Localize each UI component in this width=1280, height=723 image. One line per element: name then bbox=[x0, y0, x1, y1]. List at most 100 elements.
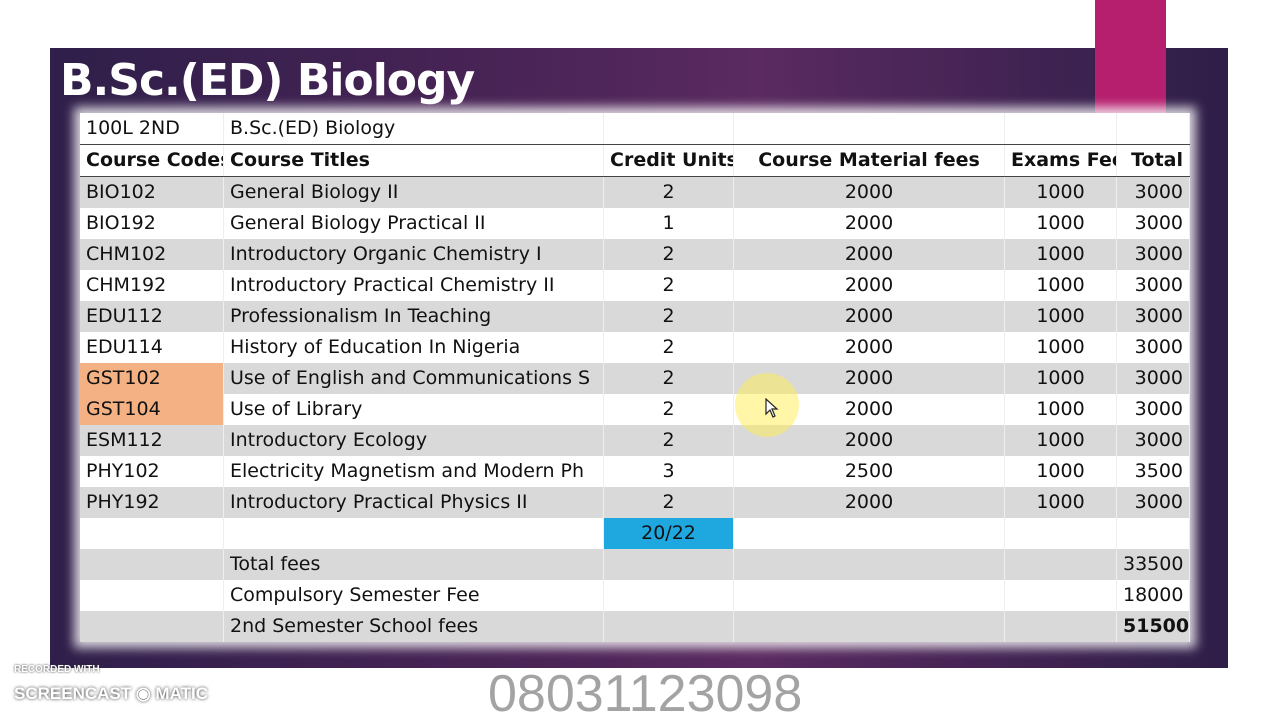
exam-fee-cell[interactable]: 1000 bbox=[1005, 270, 1117, 301]
material-fee-cell[interactable]: 2000 bbox=[734, 301, 1005, 332]
course-title-cell[interactable]: Professionalism In Teaching bbox=[224, 301, 604, 332]
material-fee-cell[interactable]: 2500 bbox=[734, 456, 1005, 487]
total-cell[interactable]: 3000 bbox=[1117, 177, 1190, 208]
material-fee-cell[interactable]: 2000 bbox=[734, 332, 1005, 363]
course-title-cell[interactable]: History of Education In Nigeria bbox=[224, 332, 604, 363]
credit-total-cell[interactable]: 20/22 bbox=[604, 518, 734, 549]
total-cell[interactable]: 3000 bbox=[1117, 239, 1190, 270]
cell[interactable] bbox=[1005, 580, 1117, 611]
exam-fee-cell[interactable]: 1000 bbox=[1005, 332, 1117, 363]
course-code-cell[interactable]: BIO192 bbox=[80, 208, 224, 239]
header-cell[interactable]: Credit Units bbox=[604, 145, 734, 176]
course-code-cell[interactable]: CHM102 bbox=[80, 239, 224, 270]
credit-units-cell[interactable]: 2 bbox=[604, 239, 734, 270]
total-cell[interactable]: 3000 bbox=[1117, 394, 1190, 425]
cell[interactable] bbox=[604, 580, 734, 611]
material-fee-cell[interactable]: 2000 bbox=[734, 425, 1005, 456]
material-fee-cell[interactable]: 2000 bbox=[734, 270, 1005, 301]
total-cell[interactable]: 3000 bbox=[1117, 425, 1190, 456]
material-fee-cell[interactable]: 2000 bbox=[734, 394, 1005, 425]
cell[interactable] bbox=[224, 518, 604, 549]
credit-units-cell[interactable]: 1 bbox=[604, 208, 734, 239]
cell[interactable] bbox=[80, 549, 224, 580]
exam-fee-cell[interactable]: 1000 bbox=[1005, 363, 1117, 394]
cell[interactable] bbox=[1117, 113, 1190, 144]
course-code-cell[interactable]: GST102 bbox=[80, 363, 224, 394]
header-cell[interactable]: Total bbox=[1117, 145, 1190, 176]
summary-label[interactable]: Compulsory Semester Fee bbox=[224, 580, 604, 611]
course-title-cell[interactable]: General Biology II bbox=[224, 177, 604, 208]
credit-units-cell[interactable]: 2 bbox=[604, 177, 734, 208]
exam-fee-cell[interactable]: 1000 bbox=[1005, 394, 1117, 425]
course-title-cell[interactable]: Use of Library bbox=[224, 394, 604, 425]
credit-units-cell[interactable]: 2 bbox=[604, 487, 734, 518]
course-title-cell[interactable]: Use of English and Communications S bbox=[224, 363, 604, 394]
exam-fee-cell[interactable]: 1000 bbox=[1005, 425, 1117, 456]
course-title-cell[interactable]: Electricity Magnetism and Modern Ph bbox=[224, 456, 604, 487]
course-code-cell[interactable]: CHM192 bbox=[80, 270, 224, 301]
total-cell[interactable]: 3000 bbox=[1117, 332, 1190, 363]
exam-fee-cell[interactable]: 1000 bbox=[1005, 208, 1117, 239]
course-title-cell[interactable]: General Biology Practical II bbox=[224, 208, 604, 239]
course-title-cell[interactable]: Introductory Ecology bbox=[224, 425, 604, 456]
summary-value[interactable]: 18000 bbox=[1117, 580, 1190, 611]
material-fee-cell[interactable]: 2000 bbox=[734, 239, 1005, 270]
cell[interactable] bbox=[604, 549, 734, 580]
cell[interactable] bbox=[80, 580, 224, 611]
exam-fee-cell[interactable]: 1000 bbox=[1005, 177, 1117, 208]
header-cell[interactable]: Exams Fee bbox=[1005, 145, 1117, 176]
cell[interactable] bbox=[734, 580, 1005, 611]
course-code-cell[interactable]: EDU114 bbox=[80, 332, 224, 363]
exam-fee-cell[interactable]: 1000 bbox=[1005, 487, 1117, 518]
cell[interactable] bbox=[604, 113, 734, 144]
summary-value[interactable]: 33500 bbox=[1117, 549, 1190, 580]
credit-units-cell[interactable]: 2 bbox=[604, 425, 734, 456]
course-code-cell[interactable]: PHY192 bbox=[80, 487, 224, 518]
credit-units-cell[interactable]: 2 bbox=[604, 363, 734, 394]
total-cell[interactable]: 3000 bbox=[1117, 363, 1190, 394]
cell[interactable] bbox=[80, 518, 224, 549]
credit-units-cell[interactable]: 2 bbox=[604, 270, 734, 301]
cell[interactable] bbox=[734, 611, 1005, 642]
header-cell[interactable]: Course Material fees bbox=[734, 145, 1005, 176]
course-title-cell[interactable]: Introductory Practical Chemistry II bbox=[224, 270, 604, 301]
course-code-cell[interactable]: PHY102 bbox=[80, 456, 224, 487]
credit-units-cell[interactable]: 2 bbox=[604, 332, 734, 363]
course-code-cell[interactable]: GST104 bbox=[80, 394, 224, 425]
total-cell[interactable]: 3000 bbox=[1117, 208, 1190, 239]
material-fee-cell[interactable]: 2000 bbox=[734, 208, 1005, 239]
cell[interactable] bbox=[1117, 518, 1190, 549]
course-title-cell[interactable]: Introductory Practical Physics II bbox=[224, 487, 604, 518]
material-fee-cell[interactable]: 2000 bbox=[734, 487, 1005, 518]
course-title-cell[interactable]: Introductory Organic Chemistry I bbox=[224, 239, 604, 270]
credit-units-cell[interactable]: 2 bbox=[604, 394, 734, 425]
cell[interactable] bbox=[1005, 113, 1117, 144]
exam-fee-cell[interactable]: 1000 bbox=[1005, 301, 1117, 332]
cell[interactable] bbox=[1005, 549, 1117, 580]
cell[interactable] bbox=[734, 113, 1005, 144]
cell[interactable] bbox=[1005, 518, 1117, 549]
course-code-cell[interactable]: ESM112 bbox=[80, 425, 224, 456]
level-cell[interactable]: 100L 2ND bbox=[80, 113, 224, 144]
exam-fee-cell[interactable]: 1000 bbox=[1005, 239, 1117, 270]
header-cell[interactable]: Course Codes bbox=[80, 145, 224, 176]
material-fee-cell[interactable]: 2000 bbox=[734, 363, 1005, 394]
material-fee-cell[interactable]: 2000 bbox=[734, 177, 1005, 208]
course-code-cell[interactable]: BIO102 bbox=[80, 177, 224, 208]
course-code-cell[interactable]: EDU112 bbox=[80, 301, 224, 332]
header-cell[interactable]: Course Titles bbox=[224, 145, 604, 176]
summary-label[interactable]: Total fees bbox=[224, 549, 604, 580]
total-cell[interactable]: 3000 bbox=[1117, 301, 1190, 332]
credit-units-cell[interactable]: 2 bbox=[604, 301, 734, 332]
cell[interactable] bbox=[734, 549, 1005, 580]
program-cell[interactable]: B.Sc.(ED) Biology bbox=[224, 113, 604, 144]
summary-label[interactable]: 2nd Semester School fees bbox=[224, 611, 604, 642]
summary-value[interactable]: 51500 bbox=[1117, 611, 1190, 642]
total-cell[interactable]: 3500 bbox=[1117, 456, 1190, 487]
cell[interactable] bbox=[1005, 611, 1117, 642]
total-cell[interactable]: 3000 bbox=[1117, 487, 1190, 518]
credit-units-cell[interactable]: 3 bbox=[604, 456, 734, 487]
cell[interactable] bbox=[80, 611, 224, 642]
total-cell[interactable]: 3000 bbox=[1117, 270, 1190, 301]
exam-fee-cell[interactable]: 1000 bbox=[1005, 456, 1117, 487]
